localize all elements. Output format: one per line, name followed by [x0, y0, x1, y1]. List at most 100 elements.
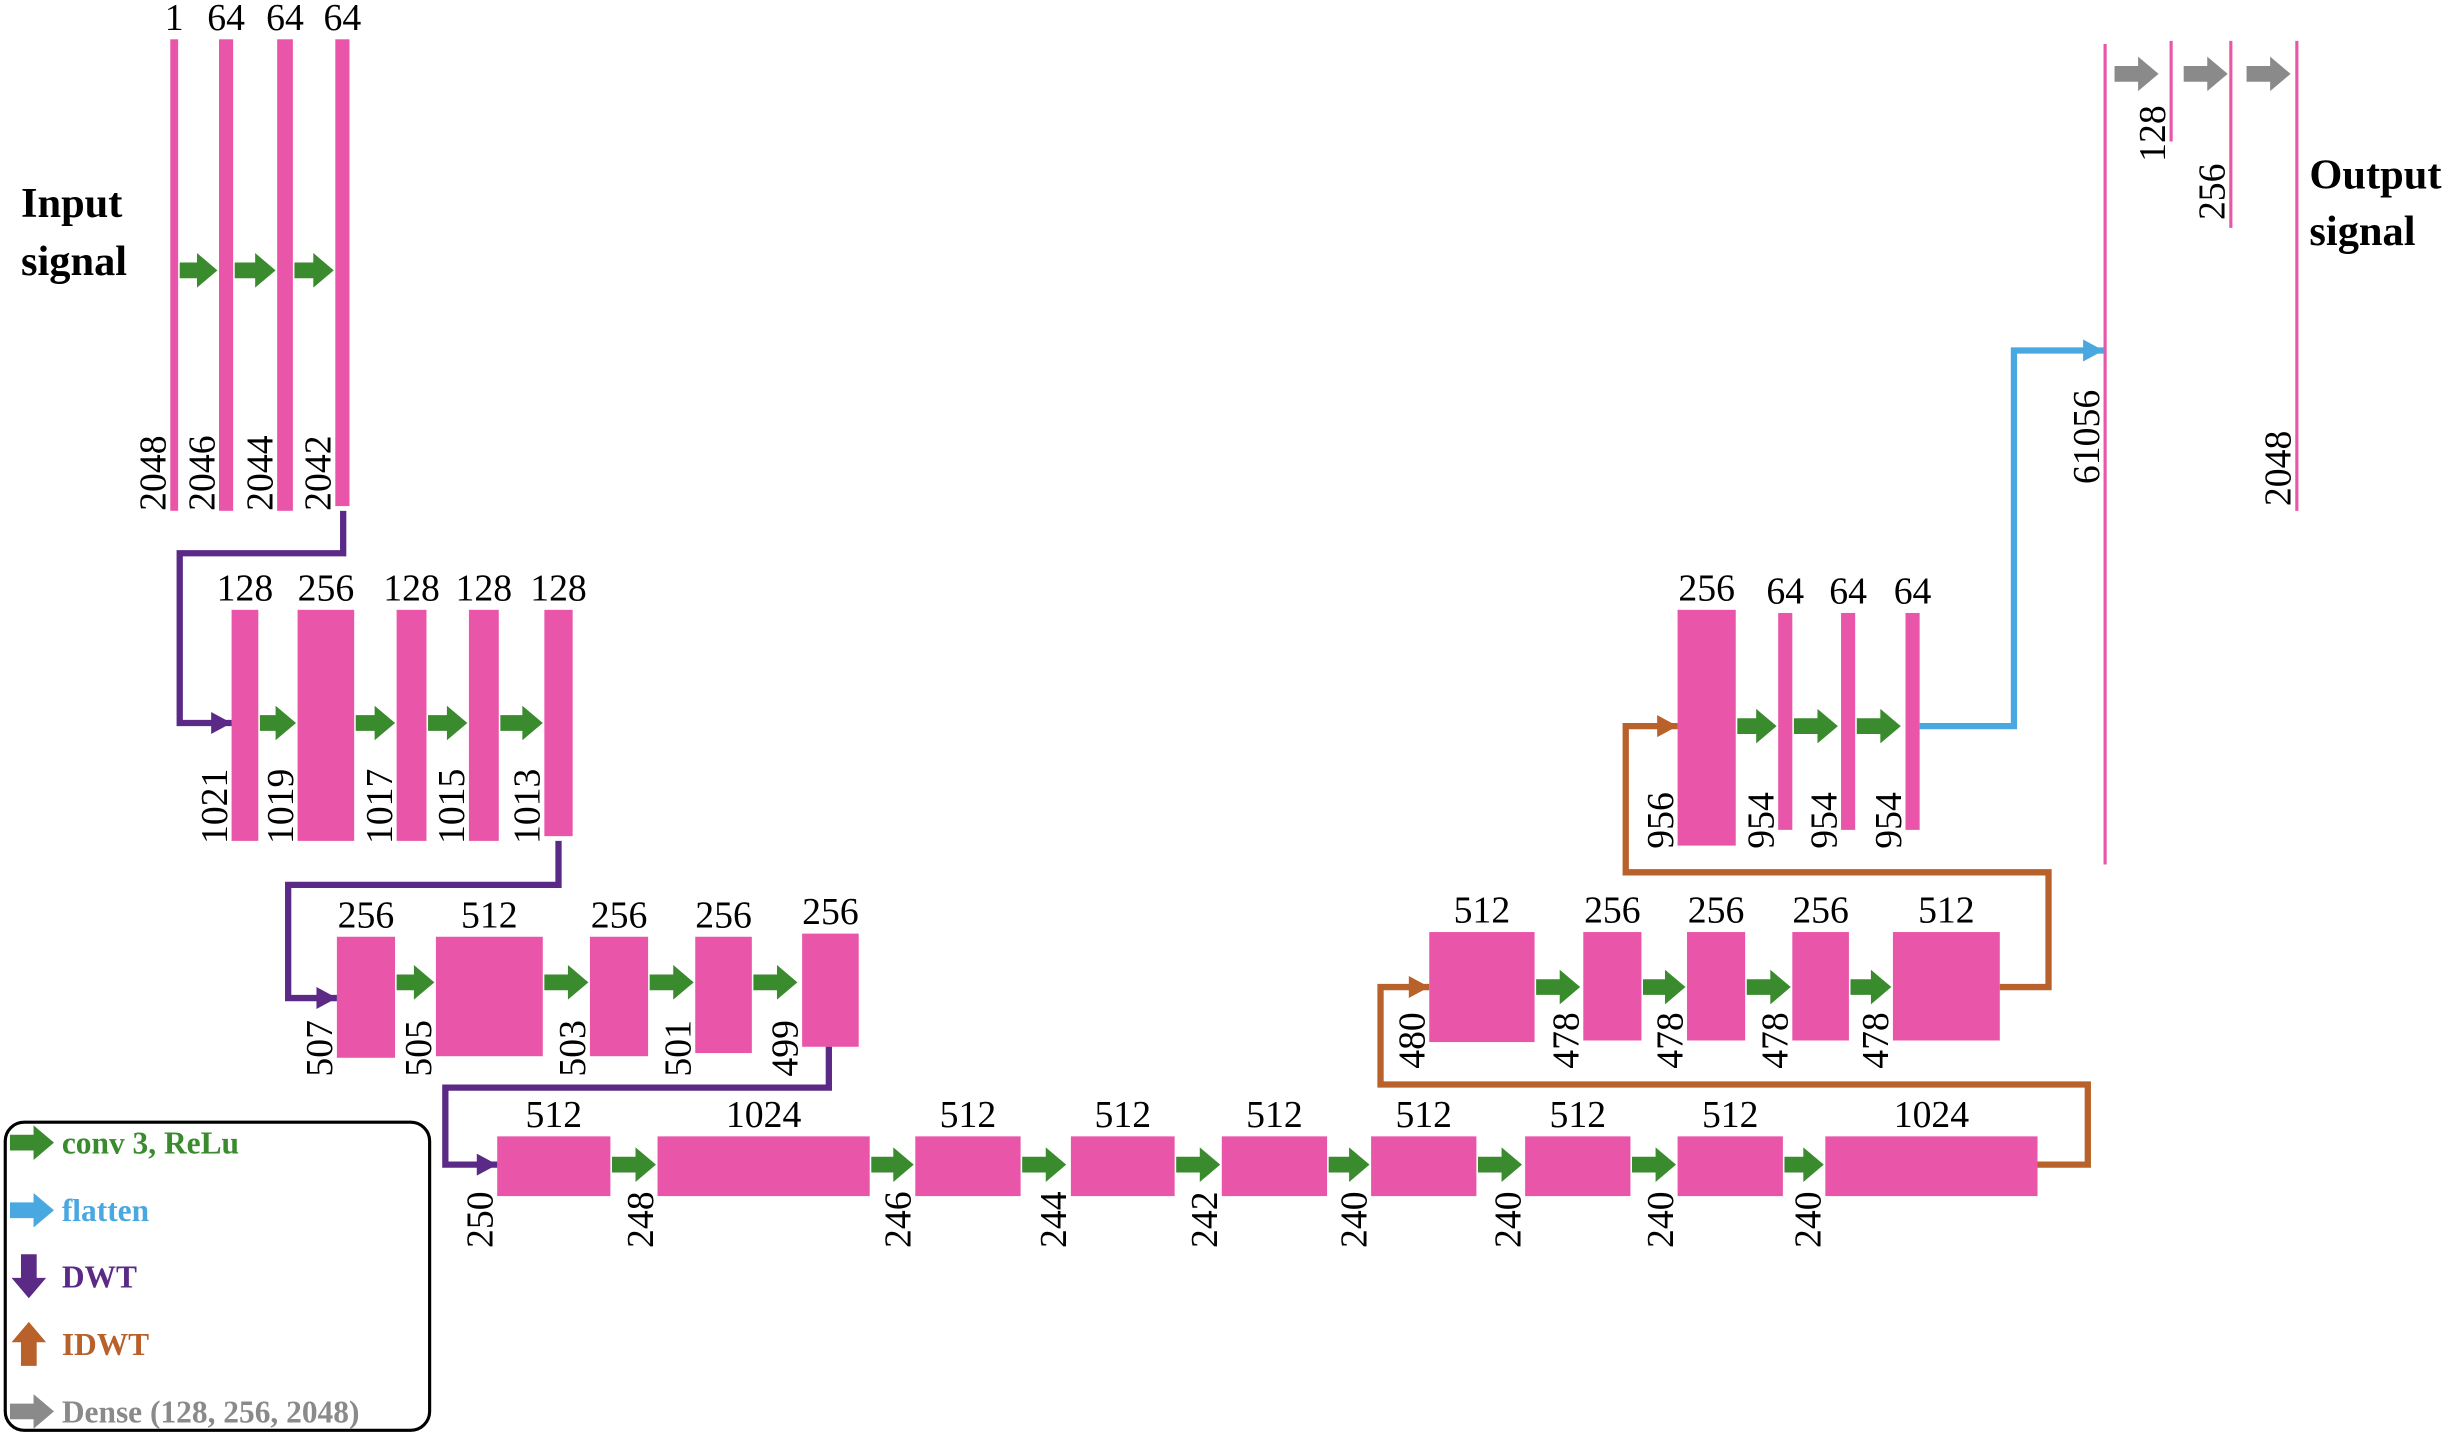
block	[1677, 609, 1736, 846]
length-label: 505	[398, 1020, 440, 1077]
arrow	[871, 1147, 914, 1182]
channel-label: 256	[298, 567, 355, 609]
block	[435, 936, 543, 1057]
block	[1792, 932, 1849, 1041]
connector	[442, 1046, 832, 1168]
channel-label: 64	[207, 0, 245, 39]
length-label: 478	[1755, 1012, 1797, 1069]
arrow	[611, 1147, 656, 1182]
block	[544, 609, 573, 837]
block	[231, 609, 259, 841]
channel-label: 256	[591, 894, 648, 936]
length-label: 499	[764, 1020, 806, 1077]
arrow	[234, 253, 276, 288]
arrow	[1328, 1147, 1370, 1182]
channel-label: 512	[1395, 1094, 1452, 1136]
channel-label: 256	[802, 891, 859, 933]
length-label: 480	[1392, 1012, 1434, 1069]
length-label: 1019	[260, 769, 302, 844]
length-label: 2044	[239, 435, 281, 511]
dense-label: 2048	[2258, 431, 2300, 506]
length-label: 248	[620, 1191, 662, 1248]
block	[1892, 932, 2000, 1041]
arrow	[649, 965, 694, 1000]
arrow-head	[1657, 715, 1678, 738]
block	[915, 1136, 1021, 1197]
channel-label: 1	[165, 0, 184, 39]
channel-label: 512	[461, 894, 518, 936]
channel-label: 512	[940, 1094, 997, 1136]
length-label: 1021	[194, 769, 236, 844]
block	[1221, 1136, 1328, 1197]
length-label: 478	[1546, 1012, 1588, 1069]
channel-label: 64	[1766, 571, 1804, 613]
legend-label: Dense (128, 256, 2048)	[62, 1394, 360, 1429]
arrow	[1850, 969, 1892, 1005]
length-label: 2048	[133, 435, 175, 510]
arrow	[9, 1125, 54, 1160]
connector	[176, 510, 347, 727]
block	[802, 933, 859, 1047]
channel-label: 256	[1584, 890, 1641, 932]
arrow	[9, 1394, 54, 1429]
arrow-head	[2083, 339, 2104, 362]
channel-label: 1024	[726, 1094, 802, 1136]
block	[277, 39, 293, 511]
channel-label: 256	[695, 894, 752, 936]
block	[219, 39, 234, 511]
channel-label: 1024	[1894, 1094, 1970, 1136]
output-label: Output	[2309, 152, 2441, 199]
arrow	[544, 965, 589, 1000]
arrow	[1632, 1147, 1677, 1182]
legend-label: IDWT	[62, 1327, 149, 1362]
channel-label: 128	[456, 567, 513, 609]
arrow	[11, 1254, 47, 1299]
channel-label: 512	[1454, 890, 1511, 932]
block	[657, 1136, 870, 1197]
length-label: 1013	[507, 769, 549, 844]
block	[1677, 1136, 1783, 1197]
arrow	[179, 253, 218, 288]
arrow	[1022, 1147, 1067, 1182]
channel-label: 256	[1678, 567, 1735, 609]
length-label: 250	[459, 1191, 501, 1248]
length-label: 240	[1640, 1191, 1682, 1248]
arrow	[1477, 1147, 1522, 1182]
arrow	[1643, 969, 1686, 1005]
arrow	[1784, 1147, 1824, 1182]
length-label: 242	[1184, 1191, 1226, 1248]
arrow	[1737, 708, 1777, 744]
input-label: Input	[21, 180, 122, 227]
dense-label: 256	[2192, 163, 2234, 220]
arrow	[259, 705, 297, 741]
length-label: 1015	[431, 769, 473, 844]
channel-label: 128	[383, 567, 440, 609]
length-label: 507	[299, 1020, 341, 1077]
input-label: signal	[21, 238, 127, 285]
arrow	[1536, 969, 1581, 1005]
block	[1841, 612, 1856, 830]
connector	[285, 840, 562, 1002]
output-label: signal	[2309, 208, 2415, 255]
length-label: 246	[878, 1191, 920, 1248]
block	[1583, 932, 1642, 1041]
block	[170, 39, 179, 511]
dense-label: 128	[2132, 105, 2174, 162]
block	[336, 936, 396, 1058]
channel-label: 256	[1792, 890, 1849, 932]
arrow-head	[316, 987, 337, 1010]
channel-label: 64	[324, 0, 362, 39]
channel-label: 128	[217, 567, 274, 609]
channel-label: 256	[1688, 890, 1745, 932]
length-label: 2046	[181, 435, 223, 510]
arrow	[355, 705, 396, 741]
channel-label: 512	[526, 1094, 583, 1136]
block	[1778, 612, 1793, 830]
length-label: 501	[658, 1020, 700, 1077]
channel-label: 128	[530, 567, 587, 609]
block	[468, 609, 499, 841]
length-label: 240	[1333, 1191, 1375, 1248]
legend-label: conv 3, ReLu	[62, 1126, 239, 1161]
arrow	[500, 705, 543, 741]
